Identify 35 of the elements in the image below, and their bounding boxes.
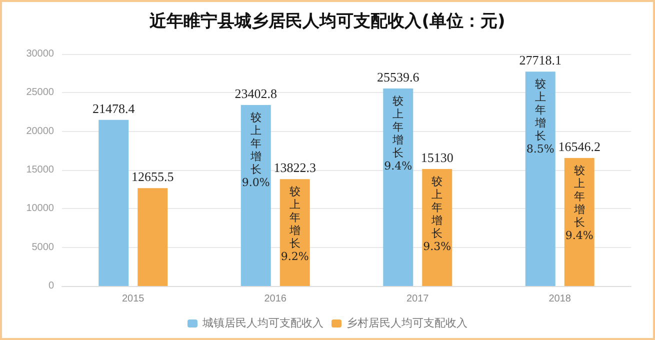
data-label: 16546.2: [558, 139, 600, 154]
x-tick-label: 2018: [548, 294, 572, 304]
annotation: 较上年增长9.0%: [242, 111, 270, 190]
legend-label: 城镇居民人均可支配收入: [202, 316, 324, 330]
y-tick-label: 0: [48, 280, 54, 292]
y-tick-label: 10000: [26, 203, 54, 214]
bar: [564, 158, 594, 286]
bar: [422, 168, 452, 286]
y-tick-label: 25000: [26, 87, 54, 98]
data-label: 23402.8: [234, 86, 277, 102]
x-tick-label: 2015: [122, 294, 145, 304]
x-tick-label: 2016: [264, 294, 287, 304]
bar: [98, 120, 129, 286]
y-tick-label: 30000: [26, 48, 54, 60]
bar: [138, 188, 168, 286]
annotation: 较上年增长9.4%: [384, 94, 412, 172]
data-label: 27718.1: [519, 52, 562, 68]
bar: [240, 105, 271, 286]
annotation: 较上年增长9.3%: [423, 174, 452, 253]
legend-label: 乡村居民人均可支配收入: [346, 316, 468, 330]
annotation: 较上年增长9.4%: [565, 164, 594, 242]
data-label: 12655.5: [132, 169, 174, 184]
data-label: 25539.6: [377, 69, 420, 84]
y-tick-label: 15000: [26, 164, 54, 176]
y-tick-label: 20000: [26, 126, 54, 137]
annotation: 较上年增长8.5%: [526, 78, 554, 156]
y-tick-label: 5000: [32, 242, 54, 253]
bar: [383, 88, 414, 286]
data-label: 13822.3: [274, 160, 316, 176]
data-label: 15130: [420, 150, 454, 165]
data-label: 21478.4: [92, 100, 136, 116]
bar: [525, 72, 556, 286]
x-tick-label: 2017: [406, 294, 430, 304]
annotation: 较上年增长9.2%: [280, 185, 309, 264]
chart-title: 近年睢宁县城乡居民人均可支配收入(单位：元): [148, 12, 506, 32]
